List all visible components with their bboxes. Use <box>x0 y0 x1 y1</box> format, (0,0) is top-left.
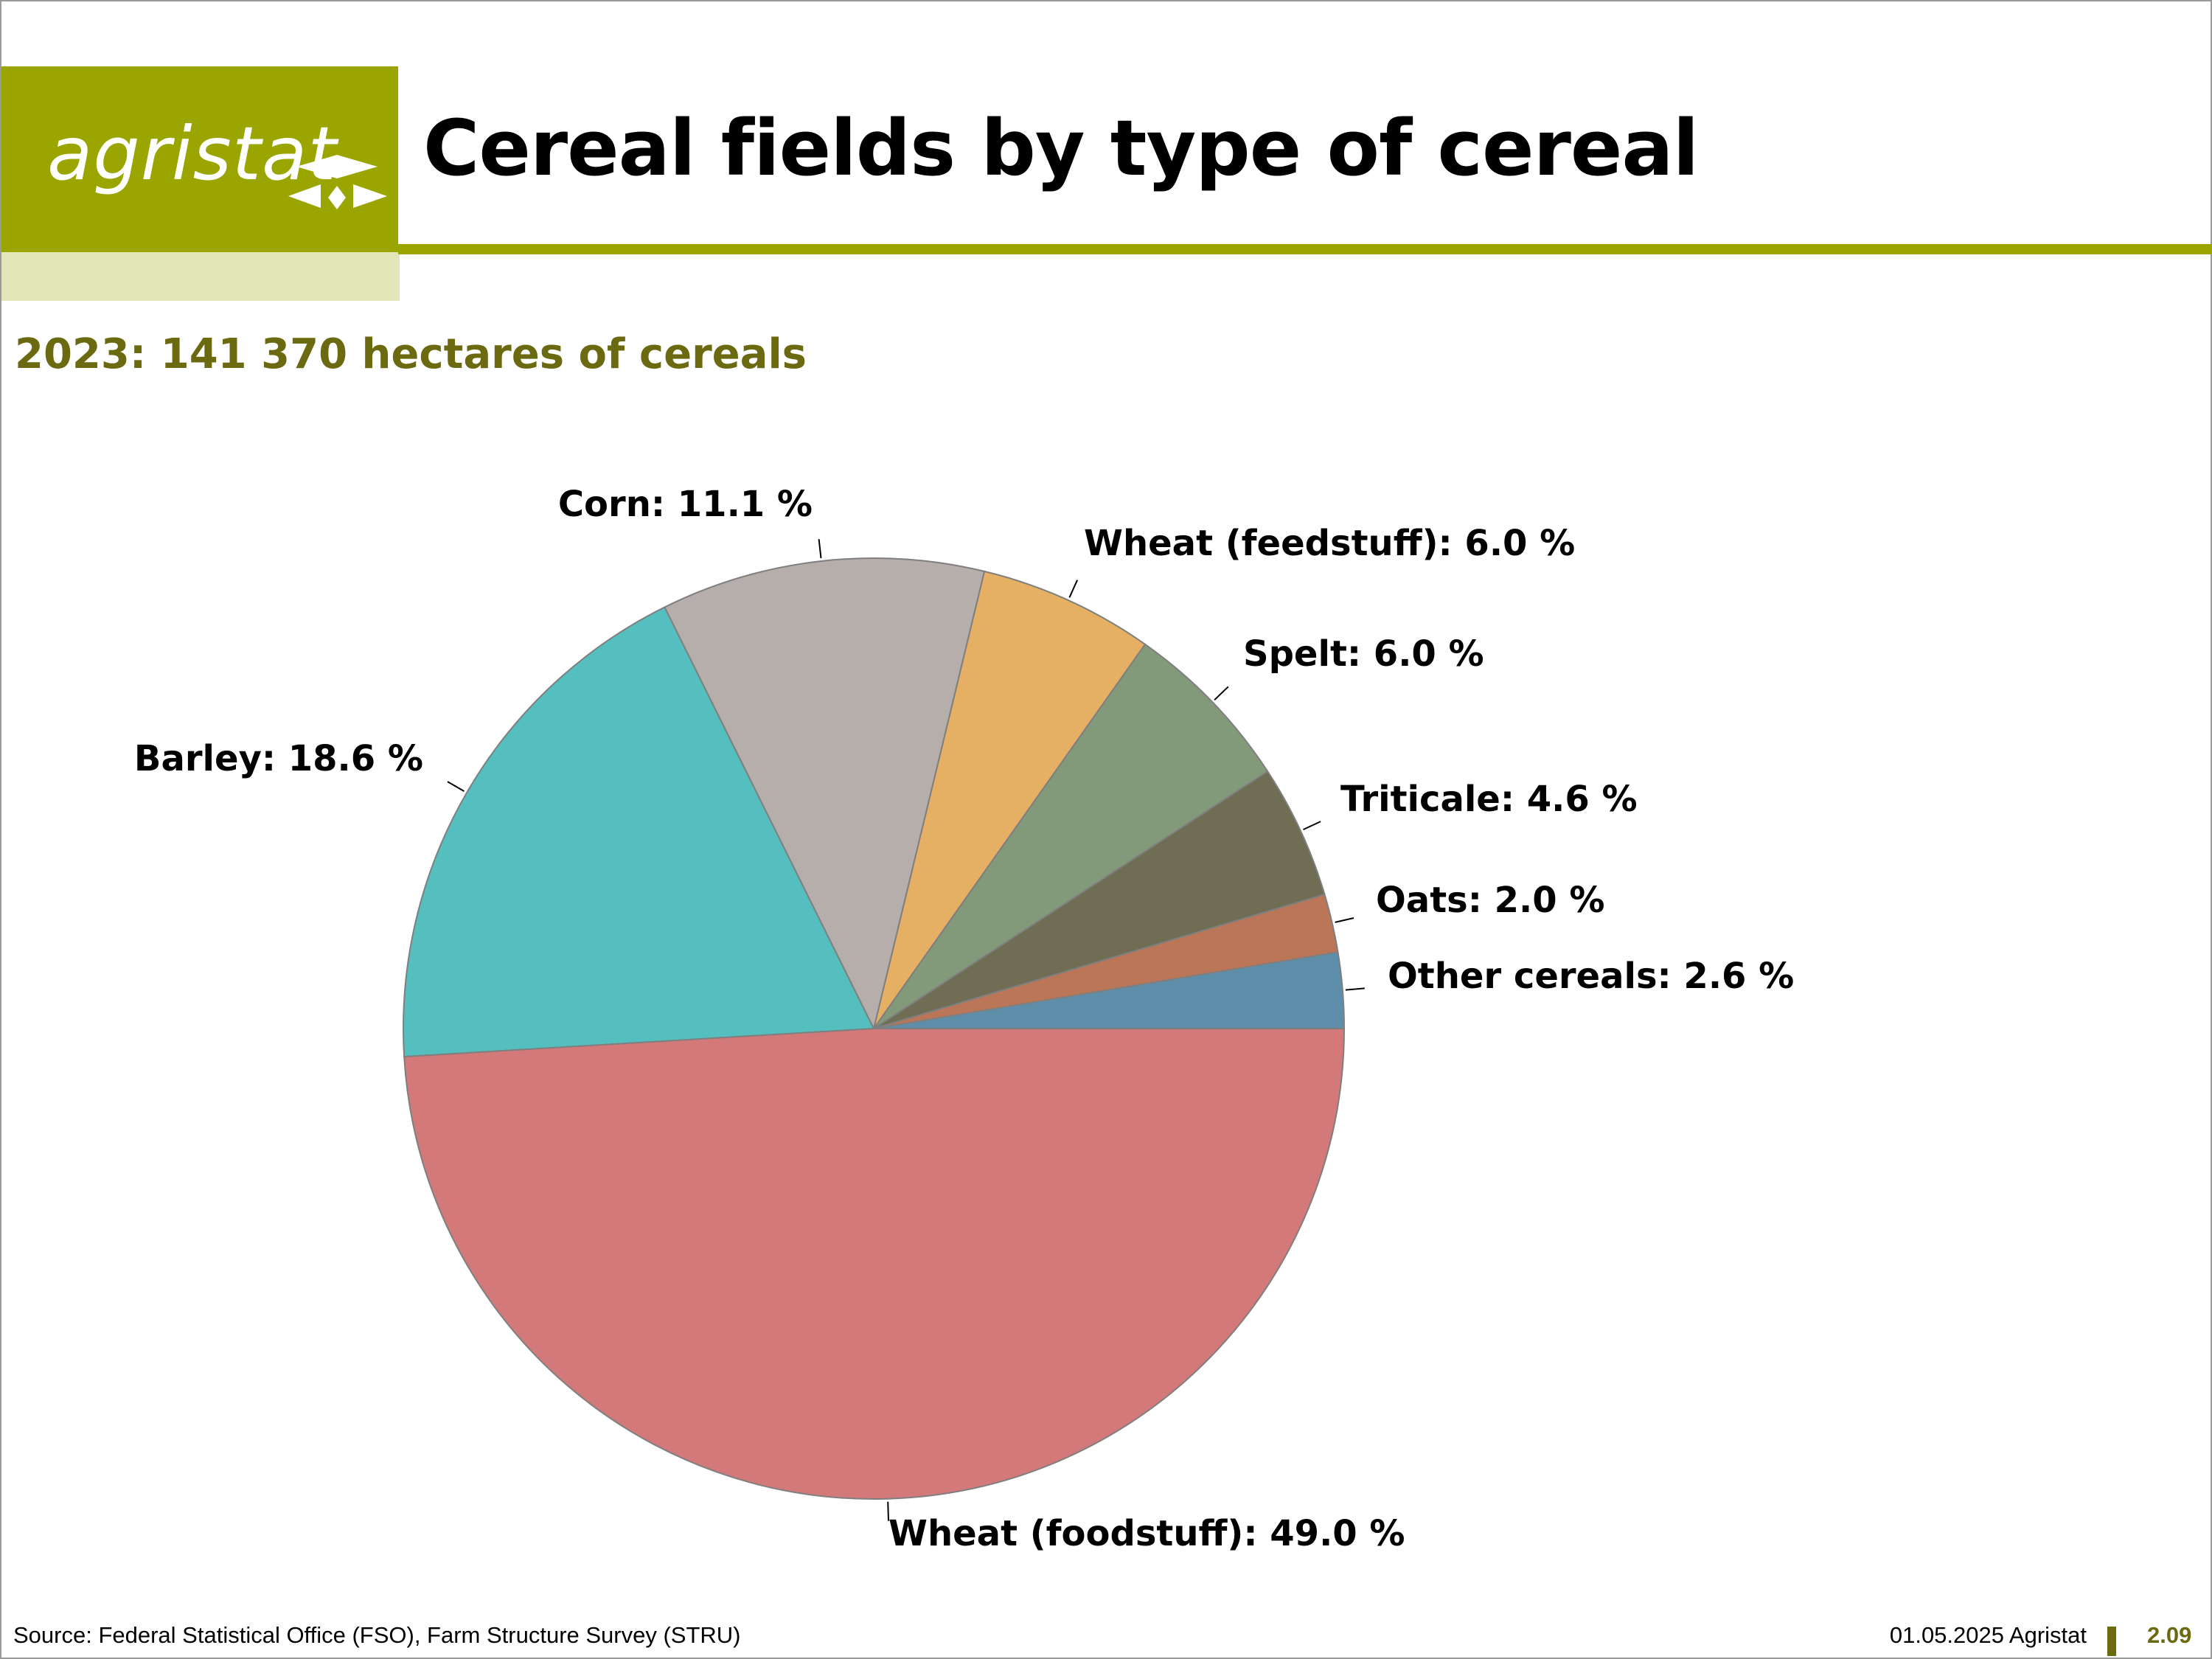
data-label: Corn: 11.1 % <box>558 484 813 525</box>
chart-subtitle: 2023: 141 370 hectares of cereals <box>15 330 807 378</box>
pie-slice-spelt <box>873 643 1269 1029</box>
leader-line <box>447 781 465 792</box>
logo-diamond-icon <box>288 155 387 209</box>
logo-wordmark: agristat <box>47 111 338 197</box>
leader-line <box>818 539 822 559</box>
data-label: Other cereals: 2.6 % <box>1388 956 1794 997</box>
header-rule <box>398 244 2212 254</box>
leader-line <box>1303 821 1321 831</box>
pie-slice-corn <box>664 557 986 1031</box>
agristat-logo: agristat <box>1 66 398 252</box>
leader-line <box>1335 917 1354 923</box>
pie-slice-wheat-foodstuff <box>403 1028 1346 1500</box>
footer-divider <box>2107 1627 2116 1656</box>
leader-line <box>1345 987 1365 991</box>
data-label: Spelt: 6.0 % <box>1243 633 1484 675</box>
source-note: Source: Federal Statistical Office (FSO)… <box>13 1622 741 1648</box>
pie-slice-barley <box>403 606 875 1058</box>
data-label: Wheat (feedstuff): 6.0 % <box>1084 523 1575 564</box>
data-label: Wheat (foodstuff): 49.0 % <box>888 1513 1405 1554</box>
data-label: Oats: 2.0 % <box>1376 880 1604 921</box>
data-label: Triticale: 4.6 % <box>1340 779 1638 820</box>
data-label: Barley: 18.6 % <box>134 738 423 779</box>
leader-line <box>1214 686 1229 701</box>
page-title: Cereal fields by type of cereal <box>423 103 1699 193</box>
logo-underlay <box>1 252 400 301</box>
pie-slice-triticale <box>873 770 1326 1029</box>
leader-line <box>1068 580 1079 598</box>
footer-date: 01.05.2025 Agristat <box>1889 1622 2087 1648</box>
page-number: 2.09 <box>2147 1622 2192 1648</box>
pie-slice-wheat-feedstuff <box>873 570 1147 1029</box>
